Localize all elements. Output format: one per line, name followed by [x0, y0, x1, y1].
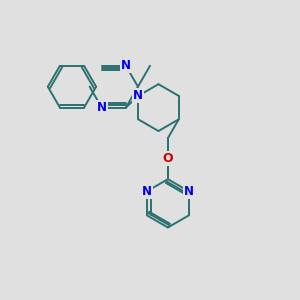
Text: N: N — [184, 185, 194, 198]
Text: N: N — [121, 59, 131, 72]
Text: N: N — [97, 101, 107, 114]
Text: O: O — [163, 152, 173, 165]
Text: N: N — [133, 89, 143, 102]
Text: N: N — [142, 185, 152, 198]
